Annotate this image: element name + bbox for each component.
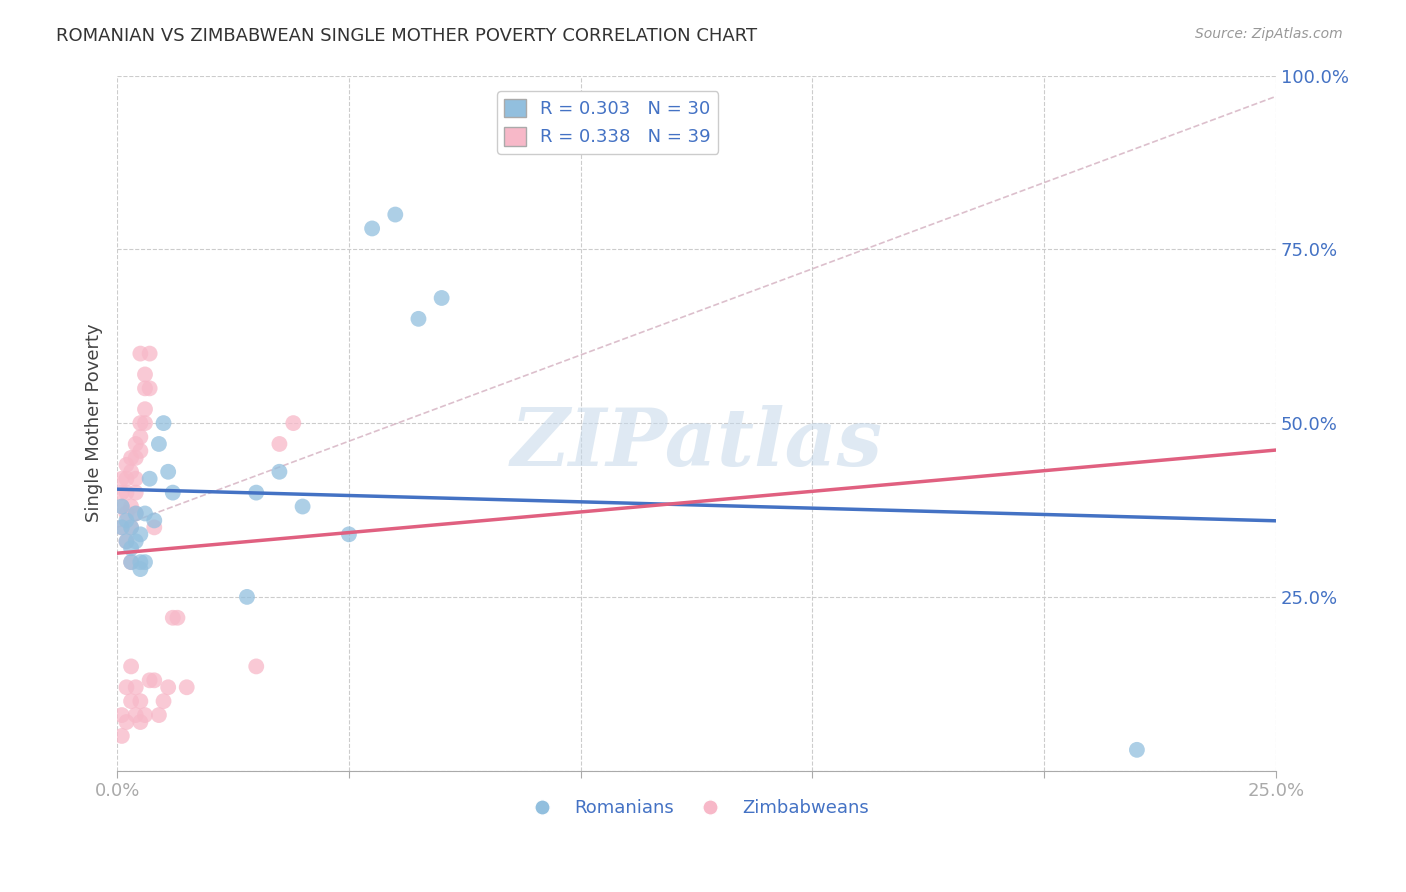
Point bbox=[236, 590, 259, 604]
Point bbox=[162, 611, 184, 625]
Point bbox=[111, 520, 134, 534]
Point bbox=[245, 659, 267, 673]
Point bbox=[120, 555, 142, 569]
Text: ZIPatlas: ZIPatlas bbox=[510, 405, 883, 483]
Point bbox=[115, 458, 138, 472]
Point bbox=[115, 507, 138, 521]
Point bbox=[138, 346, 160, 360]
Point bbox=[125, 507, 148, 521]
Point bbox=[134, 507, 156, 521]
Point bbox=[134, 368, 156, 382]
Point bbox=[111, 485, 134, 500]
Point bbox=[129, 714, 152, 729]
Point bbox=[157, 680, 180, 694]
Point bbox=[125, 680, 148, 694]
Point bbox=[283, 416, 305, 430]
Point bbox=[120, 541, 142, 556]
Point bbox=[120, 500, 142, 514]
Point bbox=[143, 520, 166, 534]
Point bbox=[245, 485, 267, 500]
Point bbox=[115, 714, 138, 729]
Point bbox=[120, 450, 142, 465]
Point bbox=[134, 555, 156, 569]
Point bbox=[125, 472, 148, 486]
Point bbox=[269, 465, 291, 479]
Point bbox=[115, 472, 138, 486]
Point bbox=[115, 534, 138, 549]
Point bbox=[152, 694, 174, 708]
Point bbox=[115, 534, 138, 549]
Point bbox=[111, 500, 134, 514]
Point bbox=[120, 659, 142, 673]
Point bbox=[166, 611, 188, 625]
Point bbox=[408, 311, 430, 326]
Point bbox=[111, 729, 134, 743]
Point bbox=[129, 430, 152, 444]
Point bbox=[125, 437, 148, 451]
Point bbox=[162, 485, 184, 500]
Point bbox=[111, 708, 134, 723]
Point bbox=[129, 694, 152, 708]
Point bbox=[125, 708, 148, 723]
Point bbox=[143, 673, 166, 688]
Point bbox=[120, 694, 142, 708]
Point bbox=[337, 527, 360, 541]
Point bbox=[152, 416, 174, 430]
Point bbox=[115, 485, 138, 500]
Legend: Romanians, Zimbabweans: Romanians, Zimbabweans bbox=[516, 792, 876, 824]
Point bbox=[138, 472, 160, 486]
Point bbox=[138, 381, 160, 395]
Point bbox=[129, 444, 152, 458]
Point bbox=[384, 208, 406, 222]
Point bbox=[291, 500, 314, 514]
Point bbox=[125, 534, 148, 549]
Point bbox=[115, 513, 138, 527]
Point bbox=[111, 500, 134, 514]
Text: ROMANIAN VS ZIMBABWEAN SINGLE MOTHER POVERTY CORRELATION CHART: ROMANIAN VS ZIMBABWEAN SINGLE MOTHER POV… bbox=[56, 27, 758, 45]
Point bbox=[430, 291, 453, 305]
Point bbox=[115, 680, 138, 694]
Point bbox=[120, 465, 142, 479]
Point bbox=[1126, 743, 1149, 757]
Point bbox=[269, 437, 291, 451]
Point bbox=[134, 708, 156, 723]
Point bbox=[148, 437, 170, 451]
Point bbox=[120, 520, 142, 534]
Point bbox=[143, 513, 166, 527]
Point bbox=[134, 381, 156, 395]
Point bbox=[129, 527, 152, 541]
Point bbox=[125, 450, 148, 465]
Point bbox=[125, 485, 148, 500]
Point bbox=[129, 346, 152, 360]
Point bbox=[361, 221, 384, 235]
Point bbox=[120, 520, 142, 534]
Y-axis label: Single Mother Poverty: Single Mother Poverty bbox=[86, 324, 103, 523]
Point bbox=[134, 416, 156, 430]
Point bbox=[134, 402, 156, 417]
Point bbox=[157, 465, 180, 479]
Point bbox=[176, 680, 198, 694]
Point bbox=[125, 507, 148, 521]
Point bbox=[120, 555, 142, 569]
Text: Source: ZipAtlas.com: Source: ZipAtlas.com bbox=[1195, 27, 1343, 41]
Point bbox=[148, 708, 170, 723]
Point bbox=[111, 472, 134, 486]
Point bbox=[129, 416, 152, 430]
Point bbox=[129, 562, 152, 576]
Point bbox=[111, 520, 134, 534]
Point bbox=[138, 673, 160, 688]
Point bbox=[129, 555, 152, 569]
